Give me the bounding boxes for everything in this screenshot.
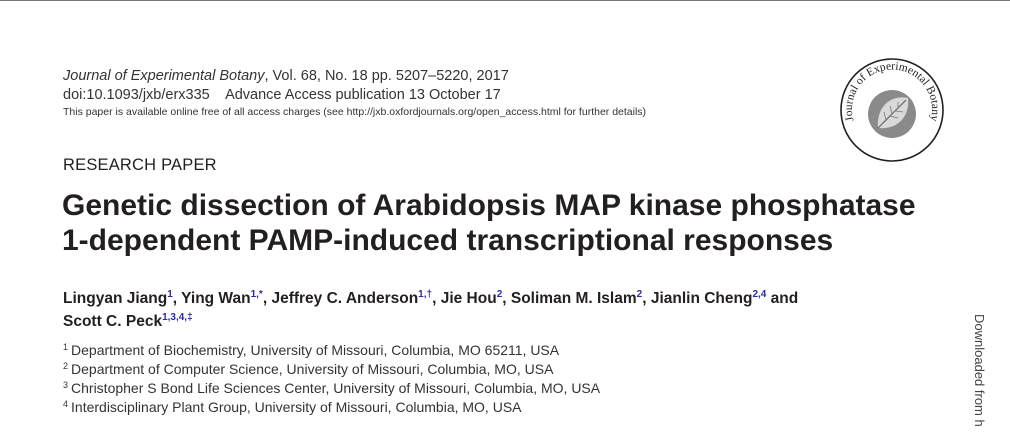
author-affiliation-link[interactable]: 2 <box>636 289 643 300</box>
journal-name: Journal of Experimental Botany <box>63 68 265 84</box>
author-affiliation-link[interactable]: 1,3,4,‡ <box>162 312 193 323</box>
affiliation-item: 2 Department of Computer Science, Univers… <box>63 360 600 379</box>
paper-title: Genetic dissection of Arabidopsis MAP ki… <box>62 188 962 258</box>
affiliation-text: Interdisciplinary Plant Group, Universit… <box>71 399 522 415</box>
affiliation-text: Department of Computer Science, Universi… <box>71 361 554 377</box>
affiliation-number: 1 <box>63 342 69 352</box>
paper-type: RESEARCH PAPER <box>63 156 217 174</box>
author-name: Jie Hou <box>440 290 497 307</box>
leaf-seal-icon <box>868 90 916 138</box>
title-line-1: Genetic dissection of Arabidopsis MAP ki… <box>62 189 916 222</box>
affiliation-item: 4 Interdisciplinary Plant Group, Universi… <box>63 398 600 417</box>
author-name: Jianlin Cheng <box>650 290 753 307</box>
affiliation-item: 1 Department of Biochemistry, University … <box>63 341 600 360</box>
author-affiliation-link[interactable]: 1,* <box>250 289 263 300</box>
affiliation-number: 4 <box>63 399 69 409</box>
author-affiliation-link[interactable]: 1,† <box>418 289 433 300</box>
downloaded-from-note[interactable]: Downloaded from h <box>972 314 987 427</box>
author-name: Soliman M. Islam <box>510 290 637 307</box>
author-affiliation-link[interactable]: 2,4 <box>752 289 767 300</box>
author-name: Ying Wan <box>181 290 251 307</box>
affiliation-item: 3 Christopher S Bond Life Sciences Center… <box>63 379 600 398</box>
doi[interactable]: doi:10.1093/jxb/erx335 <box>63 87 210 103</box>
journal-logo: Journal of Experimental Botany <box>840 58 944 162</box>
advance-access: Advance Access publication 13 October 17 <box>225 87 501 103</box>
top-rule <box>0 0 1010 1</box>
free-access-note: This paper is available online free of a… <box>63 106 647 118</box>
author-affiliation-link[interactable]: 2 <box>496 289 503 300</box>
author-name: Jeffrey C. Anderson <box>271 290 419 307</box>
affiliation-list: 1 Department of Biochemistry, University … <box>63 341 600 417</box>
logo-outer-ring <box>840 58 944 162</box>
affiliation-text: Department of Biochemistry, University o… <box>71 342 560 358</box>
author-conjunction: and <box>770 290 799 307</box>
citation-details: , Vol. 68, No. 18 pp. 5207–5220, 2017 <box>264 68 509 84</box>
author-affiliation-link[interactable]: 1 <box>167 289 173 300</box>
affiliation-number: 2 <box>63 361 69 371</box>
title-line-2: 1-dependent PAMP-induced transcriptional… <box>62 224 834 257</box>
affiliation-number: 3 <box>63 380 69 390</box>
author-name: Scott C. Peck <box>63 313 163 330</box>
affiliation-text: Christopher S Bond Life Sciences Center,… <box>71 380 601 396</box>
doi-line: doi:10.1093/jxb/erx335 Advance Access pu… <box>63 87 501 103</box>
author-list: Lingyan Jiang1, Ying Wan1,*, Jeffrey C. … <box>63 289 799 331</box>
journal-citation: Journal of Experimental Botany, Vol. 68,… <box>63 68 509 84</box>
author-name: Lingyan Jiang <box>63 290 168 307</box>
